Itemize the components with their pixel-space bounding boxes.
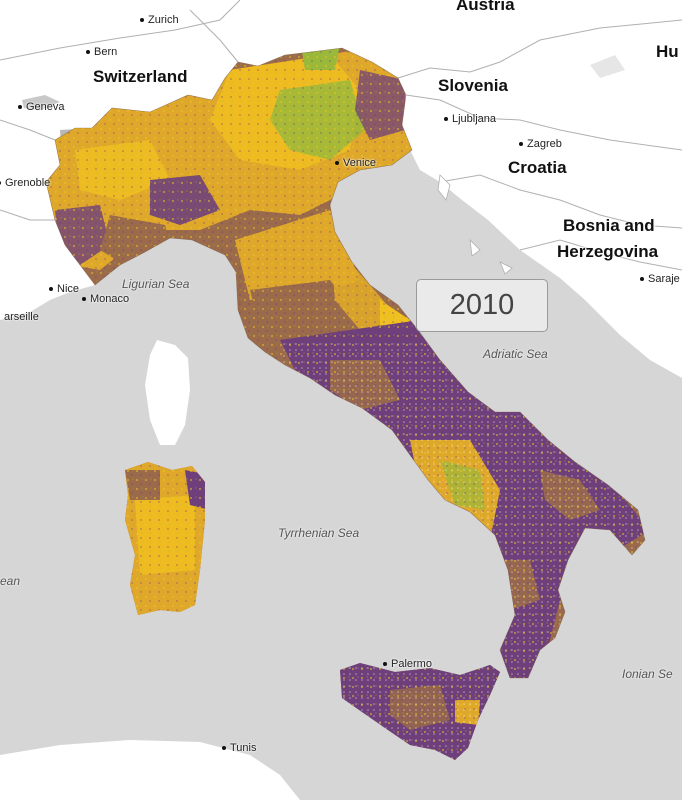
year-display: 2010 — [416, 279, 548, 332]
city-label-nice: Nice — [49, 283, 79, 295]
country-borders — [0, 0, 682, 271]
city-label-zagreb: Zagreb — [519, 138, 562, 150]
sea-label-balearic: ean — [0, 574, 21, 588]
lake-balaton — [590, 55, 625, 78]
sea-label-adriatic: Adriatic Sea — [483, 347, 548, 361]
city-label-monaco: Monaco — [82, 293, 129, 305]
country-label-slovenia: Slovenia — [438, 76, 508, 95]
sea-label-tyrrhenian: Tyrrhenian Sea — [278, 526, 360, 540]
city-label-grenoble: Grenoble — [0, 177, 50, 189]
sea-label-ionian: Ionian Se — [622, 667, 673, 681]
sea-label-ligurian: Ligurian Sea — [122, 277, 190, 291]
country-label-bosnia-line1: Bosnia and — [563, 216, 655, 235]
country-label-austria: Austria — [456, 0, 515, 14]
croatian-islands — [437, 174, 513, 275]
country-label-croatia: Croatia — [508, 158, 567, 177]
city-label-palermo: Palermo — [383, 658, 432, 670]
city-label-sarajevo: Saraje — [640, 273, 680, 285]
city-label-ljubljana: Ljubljana — [444, 113, 496, 125]
country-label-hungary: Hu — [656, 42, 679, 61]
city-label-geneva: Geneva — [18, 101, 65, 113]
country-label-switzerland: Switzerland — [93, 67, 188, 86]
country-label-bosnia-line2: Herzegovina — [557, 242, 659, 261]
city-label-venice: Venice — [335, 157, 376, 169]
city-label-marseille: arseille — [0, 311, 39, 323]
city-label-bern: Bern — [86, 46, 117, 58]
city-label-zurich: Zurich — [140, 14, 179, 26]
city-label-tunis: Tunis — [222, 742, 257, 754]
italy-outline — [45, 47, 646, 679]
